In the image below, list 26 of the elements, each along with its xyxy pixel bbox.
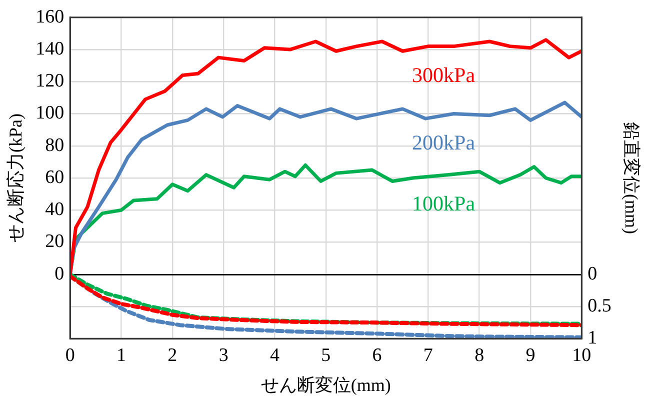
- y-tick-label: 100: [36, 102, 64, 124]
- x-tick-label: 4: [270, 344, 280, 366]
- x-tick-label: 6: [372, 344, 382, 366]
- y-tick-label: 80: [45, 134, 64, 156]
- y-tick-label: 140: [36, 38, 64, 60]
- x-tick-label: 7: [423, 344, 433, 366]
- y2-axis-title: 鉛直変位(mm): [621, 122, 642, 234]
- x-tick-label: 2: [168, 344, 178, 366]
- x-tick-label: 1: [116, 344, 126, 366]
- x-tick-label: 5: [321, 344, 331, 366]
- series-label: 200kPa: [412, 130, 476, 154]
- y-axis-title: せん断応力(kPa): [6, 114, 26, 242]
- series-label: 300kPa: [412, 62, 476, 87]
- y-tick-label: 0: [54, 263, 64, 284]
- y2-tick-label: 0.5: [588, 295, 612, 316]
- x-tick-label: 9: [526, 344, 536, 366]
- series-label: 100kPa: [412, 191, 476, 216]
- y2-tick-label: 0: [588, 263, 598, 284]
- y-tick-label: 60: [45, 166, 64, 188]
- y-tick-label: 40: [45, 199, 64, 220]
- x-tick-label: 8: [474, 344, 484, 366]
- y-tick-label: 160: [36, 6, 64, 28]
- x-axis-title: せん断変位(mm): [260, 374, 391, 395]
- y-tick-label: 20: [45, 231, 64, 252]
- x-tick-label: 3: [218, 344, 228, 366]
- y-tick-label: 120: [36, 70, 64, 92]
